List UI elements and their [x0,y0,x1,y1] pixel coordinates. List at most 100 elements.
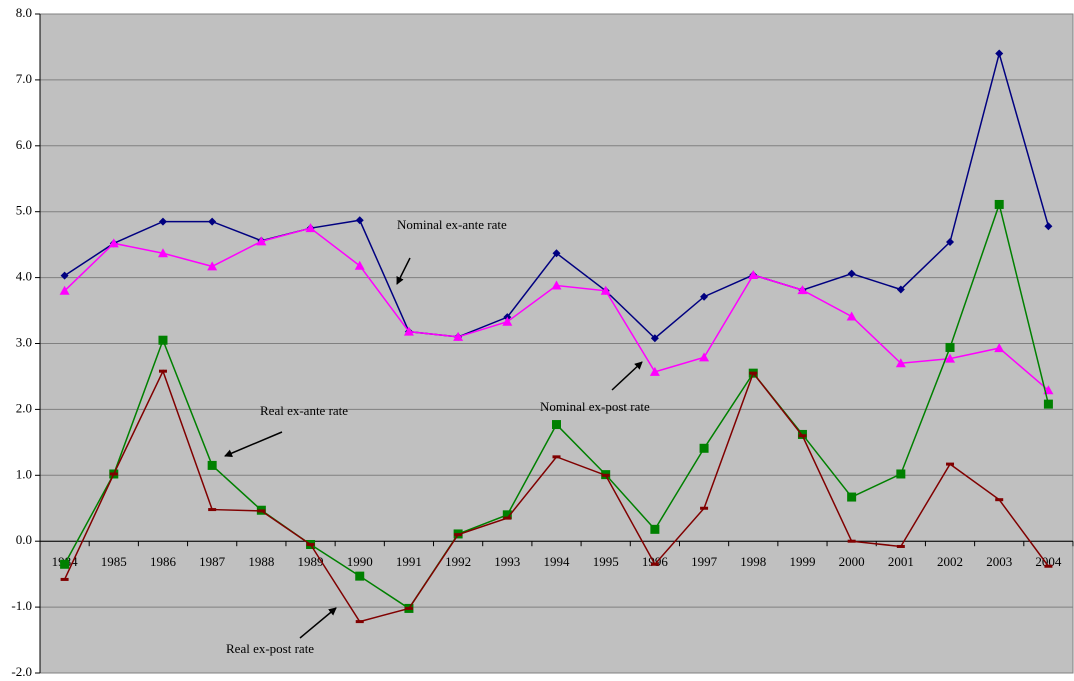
x-tick-label: 1995 [593,554,619,569]
x-tick-label: 2003 [986,554,1012,569]
point [354,260,365,270]
y-tick-label: 1.0 [16,466,32,481]
point [59,285,70,295]
annotation-arrow [396,257,411,285]
annotation-arrow [224,431,283,457]
point [552,455,561,459]
x-tick-label: 1990 [347,554,373,569]
point [649,366,660,376]
point [994,343,1005,353]
annotation-arrow [299,607,337,639]
x-tick-label: 1994 [544,554,571,569]
point [846,311,857,321]
x-tick-label: 1998 [740,554,766,569]
point [699,443,709,453]
point [700,506,709,510]
point [749,371,758,375]
x-tick-label: 1985 [101,554,127,569]
point [1044,222,1053,231]
point [305,223,316,233]
point [650,524,660,534]
point [502,510,512,520]
y-tick-label: -1.0 [11,598,32,613]
x-tick-label: 1999 [789,554,815,569]
y-tick-label: 0.0 [16,532,32,547]
annotation-arrow [611,361,643,391]
x-tick-label: 1991 [396,554,422,569]
y-tick-label: 4.0 [16,269,32,284]
x-tick-label: 1987 [199,554,226,569]
point [208,217,217,226]
point [503,516,512,520]
y-tick-label: 5.0 [16,203,32,218]
point [847,269,856,278]
x-tick-label: 1993 [494,554,520,569]
point [896,544,905,548]
point [552,420,561,430]
point [994,199,1004,209]
series [60,49,1053,343]
series-label: Nominal ex-ante rate [397,217,507,232]
point [158,335,168,345]
x-tick-label: 2001 [888,554,914,569]
series [59,223,1054,395]
point [502,316,513,326]
x-tick-label: 1989 [298,554,324,569]
point [946,462,955,466]
point [700,292,709,301]
point [748,269,759,279]
point [650,334,659,343]
point [945,353,956,363]
x-tick-label: 2000 [839,554,865,569]
point [207,261,218,271]
point [896,285,905,294]
x-tick-label: 1986 [150,554,177,569]
point [1043,399,1053,409]
point [404,606,413,610]
x-tick-label: 1992 [445,554,471,569]
point [256,236,267,246]
series [60,369,1053,624]
point [945,342,955,352]
point [60,559,70,569]
point [552,249,561,258]
point [551,280,562,290]
point [157,248,168,258]
point [355,620,364,624]
point [1044,564,1053,568]
point [847,492,857,502]
x-tick-label: 1988 [248,554,274,569]
point [699,352,710,362]
series-label: Real ex-post rate [226,641,314,656]
point [995,498,1004,502]
y-tick-label: 8.0 [16,5,32,20]
point [208,508,217,512]
point [895,358,906,368]
point [403,326,414,336]
point [109,472,118,476]
point [995,49,1004,58]
point [257,509,266,513]
point [797,285,808,295]
series-label: Real ex-ante rate [260,403,348,418]
y-tick-label: 2.0 [16,400,32,415]
point [798,434,807,438]
point [60,271,69,280]
x-tick-label: 1996 [642,554,669,569]
point [896,469,906,479]
point [158,217,167,226]
point [355,216,364,225]
point [306,542,315,546]
point [600,285,611,295]
x-tick-label: 1997 [691,554,718,569]
y-tick-label: 3.0 [16,334,32,349]
point [946,238,955,247]
x-tick-label: 2002 [937,554,963,569]
series-label: Nominal ex-post rate [540,399,650,414]
point [355,571,365,581]
point [60,577,69,581]
y-tick-label: 7.0 [16,71,32,86]
point [454,533,463,537]
point [453,331,464,341]
